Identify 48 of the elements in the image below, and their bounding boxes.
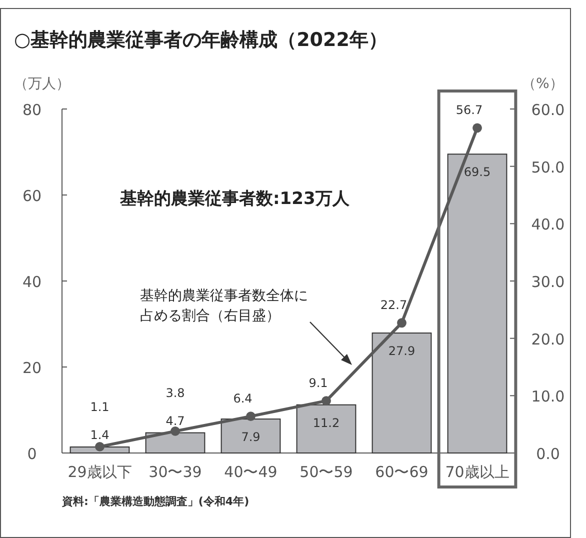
x-tick-label: 50〜59	[300, 463, 353, 481]
data-label: 7.9	[241, 430, 260, 444]
data-label: 3.8	[166, 386, 185, 400]
annotation: 基幹的農業従事者数全体に占める割合（右目盛）	[140, 288, 308, 324]
bar	[447, 154, 508, 454]
y-tick-label: 0	[27, 445, 37, 463]
point	[322, 396, 331, 406]
data-label: 56.7	[456, 102, 483, 117]
data-label: 4.7	[166, 414, 185, 428]
y2-tick-label: 40.0	[531, 216, 565, 234]
chart-title: ○基幹的農業従事者の年齢構成（2022年）	[14, 29, 388, 51]
data-label: 22.7	[380, 298, 408, 312]
y-tick-label: 80	[22, 101, 42, 119]
data-label: 11.2	[312, 416, 340, 430]
data-label: 1.4	[90, 428, 110, 442]
y-axis-title: （万人）	[14, 76, 70, 92]
annotation: 基幹的農業従事者数:123万人	[119, 189, 350, 209]
x-tick-label: 30〜39	[148, 463, 202, 481]
point	[246, 412, 256, 422]
data-label: 69.5	[464, 165, 491, 180]
x-tick-label: 60〜69	[375, 463, 428, 481]
data-label: 27.9	[388, 344, 416, 358]
y2-tick-label: 50.0	[531, 158, 565, 176]
bar	[372, 332, 432, 454]
point	[472, 123, 482, 133]
text: 資料:「農業構造動態調査」(令和4年)	[61, 495, 250, 508]
y-tick-label: 40	[22, 273, 42, 291]
data-label: 1.1	[90, 400, 110, 414]
point	[170, 426, 180, 436]
x-tick-label: 70歳以上	[445, 463, 510, 481]
bar	[145, 432, 206, 454]
y2-tick-label: 30.0	[531, 273, 565, 291]
bar	[220, 418, 281, 454]
data-label: 9.1	[308, 376, 328, 390]
y-tick-label: 60	[22, 187, 42, 205]
point	[95, 442, 104, 452]
x-tick-label: 40〜49	[224, 463, 278, 481]
bar	[70, 446, 130, 454]
x-tick-label: 29歳以下	[68, 463, 132, 481]
y2-tick-label: 60.0	[531, 101, 565, 119]
y2-axis-title: （%）	[522, 76, 564, 92]
y2-tick-label: 20.0	[531, 330, 565, 348]
data-label: 6.4	[233, 391, 252, 406]
bar	[296, 404, 356, 454]
y-tick-label: 20	[22, 359, 42, 377]
y2-tick-label: 0.0	[536, 445, 560, 463]
point	[397, 318, 406, 328]
y2-tick-label: 10.0	[531, 388, 565, 406]
